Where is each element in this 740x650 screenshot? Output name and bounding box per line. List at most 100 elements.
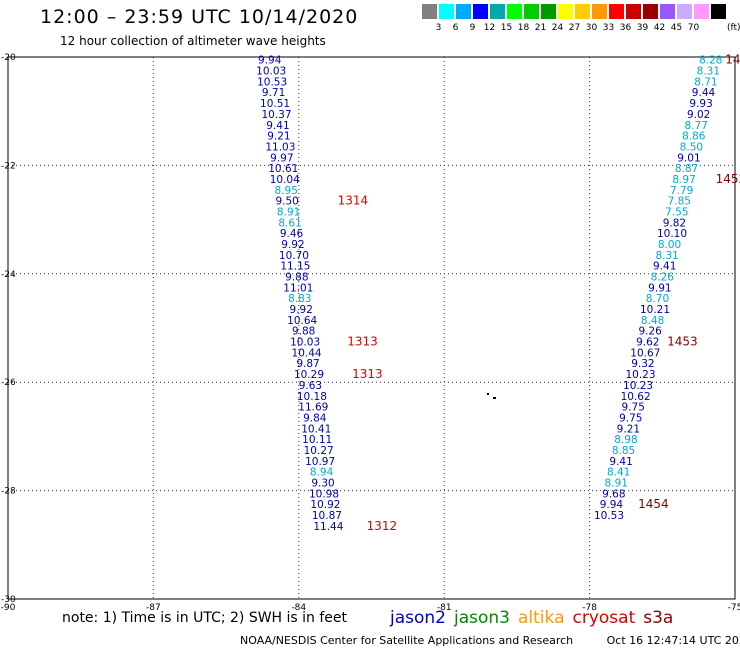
scale-unit: (ft) [727, 23, 740, 33]
wave-height-value: 9.84 [303, 412, 327, 424]
wave-height-value: 9.41 [609, 456, 632, 468]
wave-height-value: 8.70 [646, 293, 669, 305]
wave-height-value: 9.50 [275, 196, 298, 208]
wave-height-value: 9.82 [663, 217, 686, 229]
wave-height-value: 8.61 [278, 217, 301, 229]
wave-height-value: 10.97 [305, 456, 335, 468]
scale-label: 70 [687, 23, 700, 33]
wave-height-value: 10.21 [640, 304, 670, 316]
pass-time-label: 1452 [716, 172, 740, 186]
wave-height-value: 10.67 [630, 347, 660, 359]
wave-height-value: 9.87 [296, 358, 319, 370]
x-tick-label: -78 [582, 603, 597, 613]
pass-time-label: 1454 [638, 497, 669, 511]
wave-height-value: 9.71 [262, 87, 285, 99]
wave-height-value: 8.94 [310, 467, 334, 479]
wave-height-value: 11.15 [280, 261, 310, 273]
wave-height-value: 10.70 [279, 250, 309, 262]
wave-height-value: 8.48 [641, 315, 664, 327]
wave-height-value: 10.10 [657, 228, 687, 240]
page-title: 12:00 – 23:59 UTC 10/14/2020 [40, 6, 359, 28]
scale-swatch [592, 4, 607, 19]
wave-height-value: 9.21 [617, 423, 640, 435]
wave-height-value: 10.53 [257, 76, 287, 88]
scale-label: 36 [619, 23, 632, 33]
wave-height-value: 10.51 [260, 98, 290, 110]
x-tick-label: -87 [146, 603, 161, 613]
wave-height-value: 9.93 [689, 98, 712, 110]
footer-timestamp: Oct 16 12:47:14 UTC 2020 [606, 634, 740, 647]
scale-label: 6 [452, 23, 459, 33]
wave-height-value: 10.87 [312, 510, 342, 522]
scale-swatch [626, 4, 641, 19]
wave-height-value: 8.31 [655, 250, 678, 262]
wave-height-value: 11.03 [265, 141, 295, 153]
wave-height-value: 10.18 [297, 391, 327, 403]
wave-height-value: 10.03 [290, 337, 320, 349]
wave-height-value: 7.85 [668, 196, 691, 208]
wave-height-value: 10.29 [294, 369, 324, 381]
wave-height-value: 8.83 [288, 293, 311, 305]
wave-height-value: 10.92 [310, 499, 340, 511]
pass-time-label: 1313 [347, 335, 378, 349]
wave-height-value: 7.55 [665, 206, 688, 218]
wave-height-value: 9.30 [311, 477, 334, 489]
wave-height-value: 9.88 [292, 326, 315, 338]
scale-swatch [541, 4, 556, 19]
y-tick-label: -22 [1, 161, 16, 171]
wave-height-value: 8.28 [699, 55, 722, 67]
wave-height-value: 10.03 [256, 66, 286, 78]
wave-height-value: 8.71 [694, 76, 717, 88]
wave-height-value: 10.61 [268, 163, 298, 175]
legend-item-altika: altika [518, 608, 565, 628]
wave-height-value: 9.88 [285, 272, 308, 284]
legend-item-s3a: s3a [643, 608, 674, 628]
wave-height-value: 8.91 [277, 206, 300, 218]
wave-height-value: 10.41 [301, 423, 331, 435]
wave-height-value: 10.44 [292, 347, 322, 359]
wave-height-value: 9.26 [638, 326, 662, 338]
satellite-legend: jason2 jason3 altika cryosat s3a [390, 608, 681, 628]
wave-height-value: 8.00 [658, 239, 681, 251]
wave-height-value: 8.87 [675, 163, 698, 175]
x-tick-label: -84 [291, 603, 306, 613]
scale-label: 33 [602, 23, 615, 33]
footer: NOAA/NESDIS Center for Satellite Applica… [240, 634, 740, 647]
x-tick-label: -81 [437, 603, 452, 613]
pass-time-label: 1314 [338, 194, 369, 208]
scale-swatch [507, 4, 522, 19]
scale-label: 39 [636, 23, 649, 33]
scale-swatch [439, 4, 454, 19]
scale-label: 18 [517, 23, 530, 33]
scale-label: 12 [483, 23, 496, 33]
scale-swatch [524, 4, 539, 19]
wave-height-value: 10.62 [621, 391, 651, 403]
wave-height-value: 8.91 [605, 477, 628, 489]
y-tick-label: -28 [1, 487, 16, 497]
wave-height-value: 9.97 [270, 152, 293, 164]
pass-time-label: 14 [725, 53, 740, 67]
scale-swatch [575, 4, 590, 19]
scale-swatch [694, 4, 709, 19]
wave-height-value: 9.75 [619, 412, 642, 424]
wave-height-value: 9.62 [636, 337, 659, 349]
wave-height-value: 9.94 [258, 55, 282, 67]
wave-height-value: 10.37 [261, 109, 291, 121]
wave-height-value: 10.23 [625, 369, 655, 381]
wave-height-value: 8.86 [682, 131, 706, 143]
scale-swatch [643, 4, 658, 19]
scale-label: 42 [653, 23, 666, 33]
scale-label: 21 [534, 23, 547, 33]
wave-height-value: 9.75 [622, 402, 645, 414]
wave-height-value: 10.98 [309, 488, 339, 500]
wave-height-value: 9.91 [648, 282, 671, 294]
wave-height-value: 8.26 [651, 272, 675, 284]
legend-item-jason2: jason2 [390, 608, 446, 628]
wave-height-value: 8.77 [685, 120, 708, 132]
scale-label: 45 [670, 23, 683, 33]
wave-height-value: 9.32 [631, 358, 654, 370]
y-tick-label: -24 [1, 270, 16, 280]
wave-height-value: 9.46 [280, 228, 304, 240]
x-tick-label: -90 [1, 603, 16, 613]
wave-height-value: 8.95 [275, 185, 298, 197]
